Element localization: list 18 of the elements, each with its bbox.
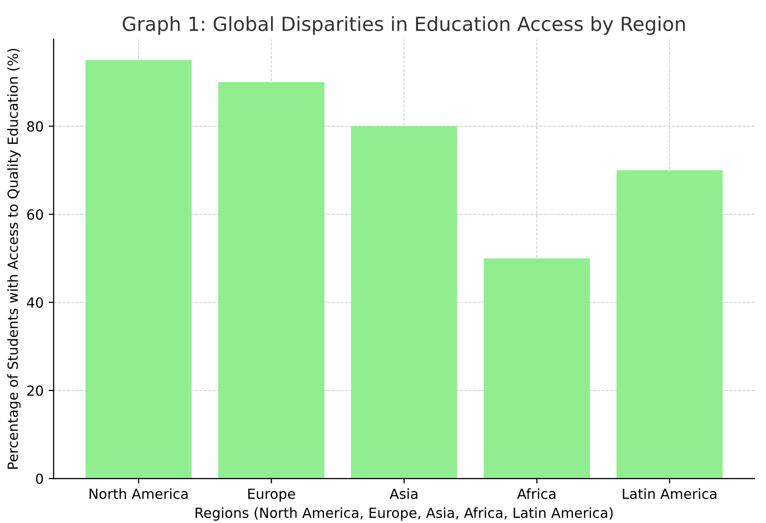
y-tick-label: 20 <box>27 385 43 396</box>
y-tick-label: 80 <box>27 121 43 132</box>
y-tick-label: 40 <box>26 297 43 308</box>
chart-title: Graph 1: Global Disparities in Education Access by Region <box>122 16 685 35</box>
x-tick-label: Latin America <box>622 488 716 500</box>
y-axis-title: Percentage of Students with Access to Quality Education (%) <box>7 48 21 469</box>
x-axis-title: Regions (North America, Europe, Asia, Africa, Latin America) <box>196 507 613 521</box>
y-tick-label: 60 <box>27 209 43 220</box>
bar <box>350 126 458 479</box>
x-tick-label: Africa <box>517 488 556 500</box>
bar <box>616 170 723 479</box>
x-tick-label: Asia <box>390 488 418 500</box>
x-tick-label: North America <box>90 488 188 500</box>
y-tick-label: 0 <box>36 474 43 484</box>
bar <box>484 258 590 479</box>
bar <box>85 60 192 479</box>
bar <box>218 82 324 479</box>
x-tick-label: Europe <box>248 488 295 502</box>
